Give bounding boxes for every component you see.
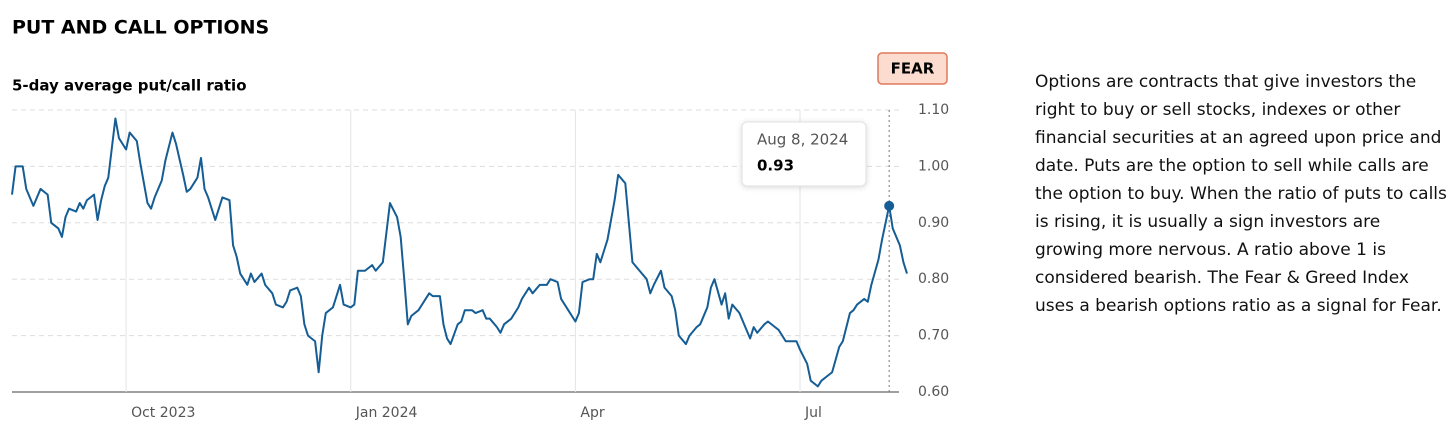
badge-box [877, 52, 948, 85]
x-tick-label: Oct 2023 [131, 405, 195, 421]
x-tick-label: Jul [804, 405, 822, 421]
y-tick-label: 0.80 [918, 271, 949, 287]
x-tick-label: Apr [580, 405, 604, 421]
chart-subtitle: 5-day average put/call ratio [12, 77, 247, 95]
highlight-point [884, 200, 895, 211]
tooltip-value: 0.93 [757, 157, 794, 175]
chart: PUT AND CALL OPTIONS 5-day average put/c… [11, 17, 949, 421]
data-line [11, 117, 908, 388]
y-tick-label: 0.60 [918, 384, 949, 400]
sentiment-badge: FEAR [891, 60, 935, 78]
tooltip-date: Aug 8, 2024 [757, 131, 848, 149]
chart-title: PUT AND CALL OPTIONS [12, 17, 269, 39]
y-tick-label: 1.00 [918, 158, 949, 174]
y-tick-label: 0.70 [918, 328, 949, 344]
x-tick-label: Jan 2024 [355, 405, 418, 421]
description: Options are contracts that give investor… [1035, 72, 1447, 316]
y-tick-label: 1.10 [918, 102, 949, 118]
y-tick-label: 0.90 [918, 215, 949, 231]
tooltip-box [741, 121, 867, 187]
